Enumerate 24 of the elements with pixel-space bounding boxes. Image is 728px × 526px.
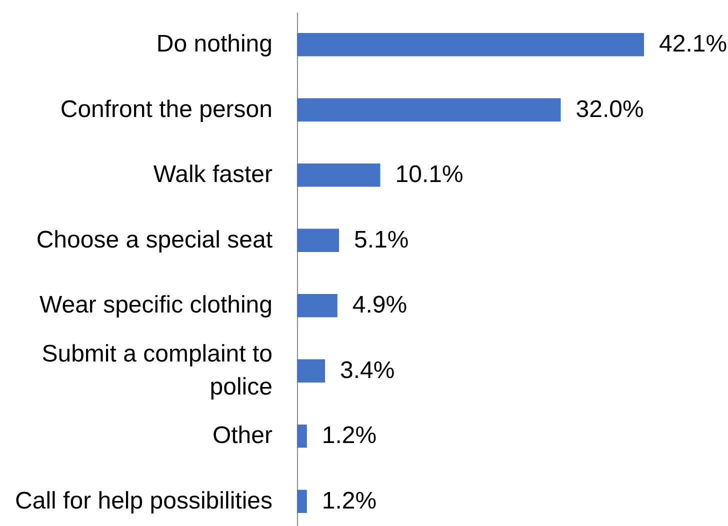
y-tick-label: Wear specific clothing [40,292,272,319]
y-tick-label: Choose a special seat [36,226,273,254]
y-tick-label: Do nothing [156,30,272,58]
data-label: 1.2% [322,487,377,514]
bar [297,33,644,56]
y-tick-label: Confront the person [60,96,272,123]
y-tick-label: Submit a complaint to police [42,340,272,400]
data-label: 5.1% [354,226,409,254]
bar [297,228,340,252]
data-label: 4.9% [352,292,408,319]
data-label: 42.1% [659,30,728,58]
bar [297,98,561,122]
y-tick-label: Call for help possibilities [15,487,272,514]
y-tick-label: Other [212,422,272,450]
y-tick-label: Walk faster [153,161,272,188]
bar [297,490,307,513]
data-label: 32.0% [576,96,644,123]
data-label: 10.1% [395,161,464,188]
bar [297,359,326,382]
data-label: 1.2% [322,422,377,450]
bar [297,164,380,187]
bar [297,294,338,318]
bar [297,424,307,448]
data-label: 3.4% [340,356,395,384]
